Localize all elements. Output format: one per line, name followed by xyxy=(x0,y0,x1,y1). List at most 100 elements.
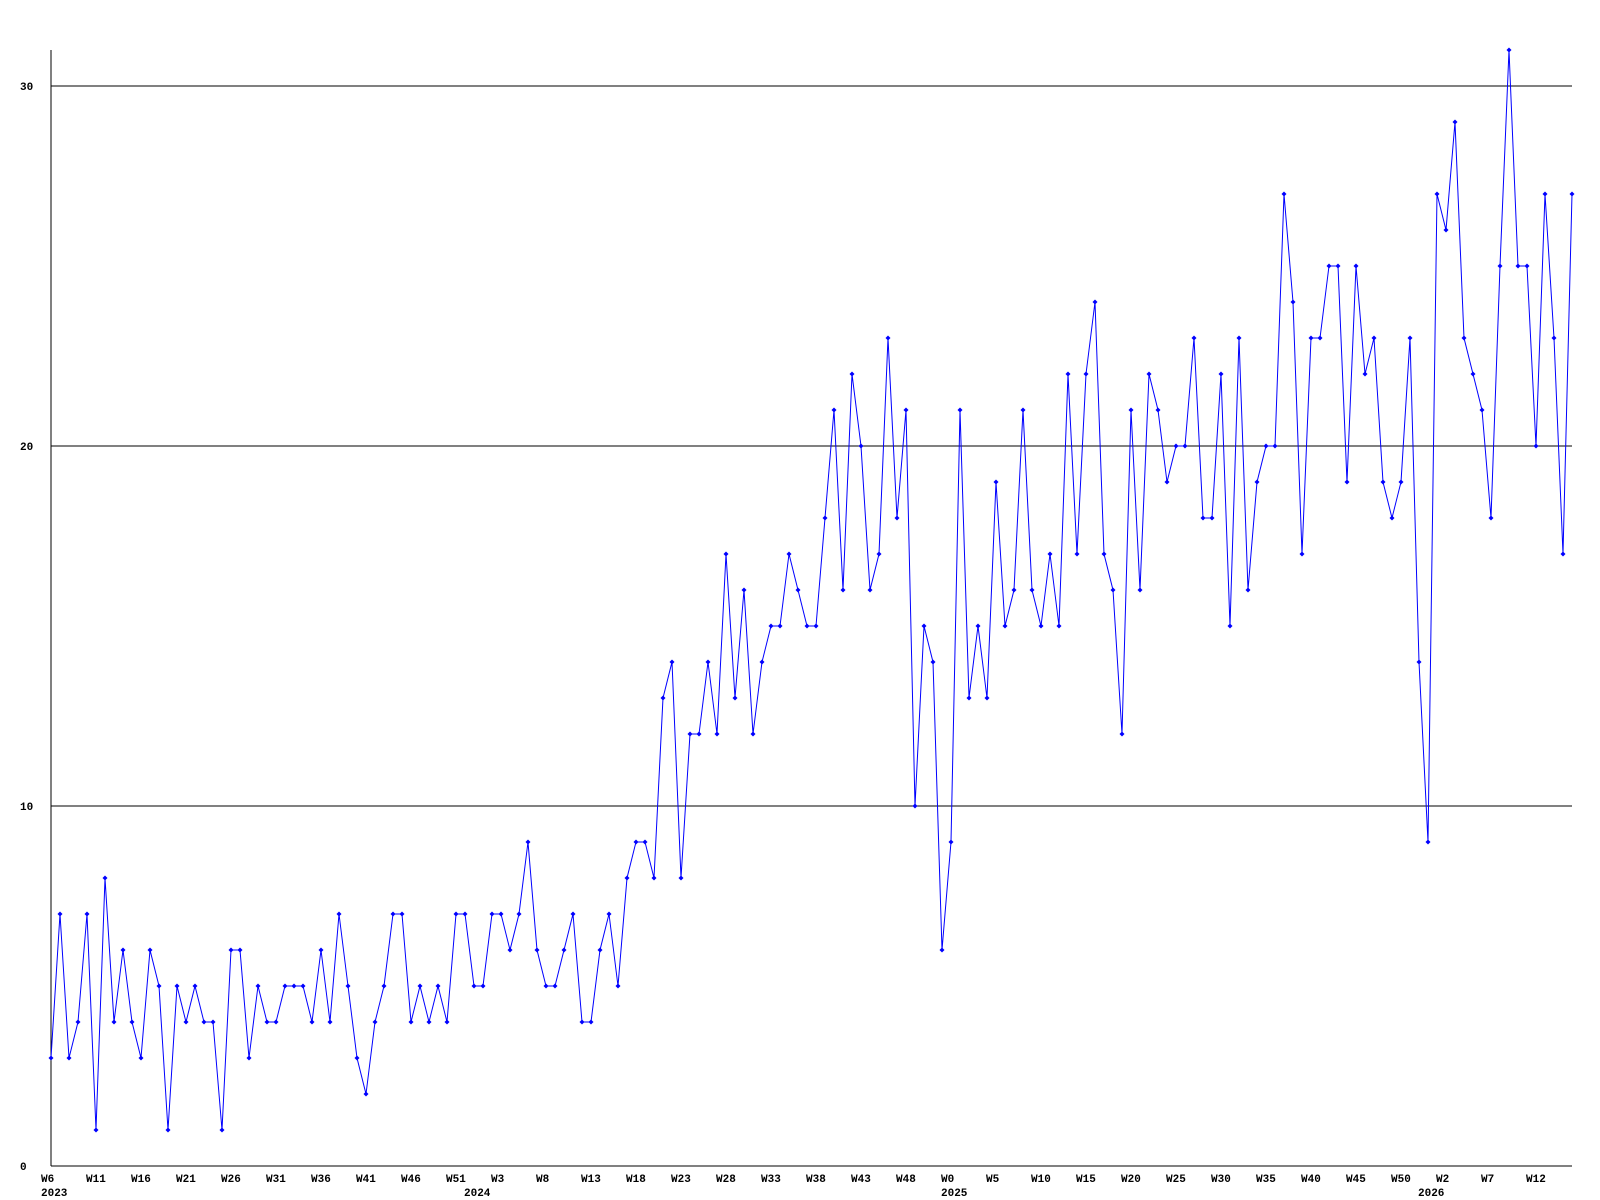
data-point xyxy=(327,1019,333,1025)
data-point xyxy=(885,335,891,341)
data-point xyxy=(1452,119,1458,125)
data-point xyxy=(1137,587,1143,593)
data-point xyxy=(183,1019,189,1025)
data-point xyxy=(1461,335,1467,341)
data-point xyxy=(192,983,198,989)
data-point xyxy=(948,839,954,845)
data-point xyxy=(399,911,405,917)
x-tick-label: W30 xyxy=(1211,1174,1231,1186)
data-point xyxy=(1488,515,1494,521)
data-point xyxy=(309,1019,315,1025)
data-point xyxy=(1263,443,1269,449)
data-point xyxy=(471,983,477,989)
y-tick-label: 0 xyxy=(20,1162,27,1174)
data-point xyxy=(1146,371,1152,377)
data-point xyxy=(975,623,981,629)
data-point xyxy=(750,731,756,737)
data-point xyxy=(858,443,864,449)
x-tick-label: W25 xyxy=(1166,1174,1186,1186)
data-point xyxy=(732,695,738,701)
data-point xyxy=(111,1019,117,1025)
data-point xyxy=(1092,299,1098,305)
x-tick-label: W33 xyxy=(761,1174,781,1186)
x-tick-label: W45 xyxy=(1346,1174,1366,1186)
data-point xyxy=(939,947,945,953)
data-point xyxy=(1209,515,1215,521)
x-tick-label: W20 xyxy=(1121,1174,1141,1186)
data-point xyxy=(1398,479,1404,485)
data-point xyxy=(345,983,351,989)
data-point xyxy=(264,1019,270,1025)
x-tick-label: W35 xyxy=(1256,1174,1276,1186)
x-tick-label: W7 xyxy=(1481,1174,1494,1186)
x-tick-label: W3 xyxy=(491,1174,505,1186)
data-point xyxy=(1002,623,1008,629)
data-point xyxy=(1569,191,1575,197)
data-point xyxy=(75,1019,81,1025)
data-point xyxy=(1380,479,1386,485)
data-point xyxy=(1560,551,1566,557)
data-point xyxy=(993,479,999,485)
data-point xyxy=(795,587,801,593)
data-point xyxy=(1515,263,1521,269)
data-point xyxy=(1344,479,1350,485)
data-point xyxy=(759,659,765,665)
data-point xyxy=(1254,479,1260,485)
x-tick-label: W43 xyxy=(851,1174,871,1186)
data-point xyxy=(381,983,387,989)
data-point xyxy=(1245,587,1251,593)
data-point xyxy=(66,1055,72,1061)
data-point xyxy=(462,911,468,917)
data-point xyxy=(48,1055,54,1061)
data-point xyxy=(1308,335,1314,341)
data-point xyxy=(624,875,630,881)
x-tick-label: W36 xyxy=(311,1174,331,1186)
data-point xyxy=(903,407,909,413)
data-point xyxy=(507,947,513,953)
data-point xyxy=(606,911,612,917)
data-point xyxy=(453,911,459,917)
data-point xyxy=(615,983,621,989)
data-point xyxy=(777,623,783,629)
x-tick-label: W5 xyxy=(986,1174,1000,1186)
series-line xyxy=(50,49,1573,1131)
data-point xyxy=(138,1055,144,1061)
data-point xyxy=(1299,551,1305,557)
data-point xyxy=(876,551,882,557)
data-point xyxy=(561,947,567,953)
data-point xyxy=(426,1019,432,1025)
data-point xyxy=(1038,623,1044,629)
data-point xyxy=(156,983,162,989)
x-tick-label: W18 xyxy=(626,1174,646,1186)
data-point xyxy=(768,623,774,629)
data-point xyxy=(435,983,441,989)
data-point xyxy=(1227,623,1233,629)
x-tick-label: W21 xyxy=(176,1174,196,1186)
data-point xyxy=(417,983,423,989)
data-point xyxy=(822,515,828,521)
data-point xyxy=(1551,335,1557,341)
data-point xyxy=(723,551,729,557)
data-point xyxy=(840,587,846,593)
data-point xyxy=(57,911,63,917)
data-point xyxy=(1128,407,1134,413)
y-tick-label: 20 xyxy=(20,442,33,454)
data-point xyxy=(1200,515,1206,521)
data-point xyxy=(219,1127,225,1133)
data-point xyxy=(1191,335,1197,341)
data-point xyxy=(372,1019,378,1025)
data-point xyxy=(696,731,702,737)
data-point xyxy=(597,947,603,953)
x-tick-label: W0 xyxy=(941,1174,954,1186)
data-point xyxy=(489,911,495,917)
data-point xyxy=(1155,407,1161,413)
data-point xyxy=(1290,299,1296,305)
data-point xyxy=(1083,371,1089,377)
data-point xyxy=(1434,191,1440,197)
year-label: 2024 xyxy=(464,1188,491,1200)
data-point xyxy=(525,839,531,845)
data-point xyxy=(1029,587,1035,593)
x-tick-label: W41 xyxy=(356,1174,376,1186)
data-point xyxy=(1506,47,1512,53)
y-tick-label: 30 xyxy=(20,82,33,94)
